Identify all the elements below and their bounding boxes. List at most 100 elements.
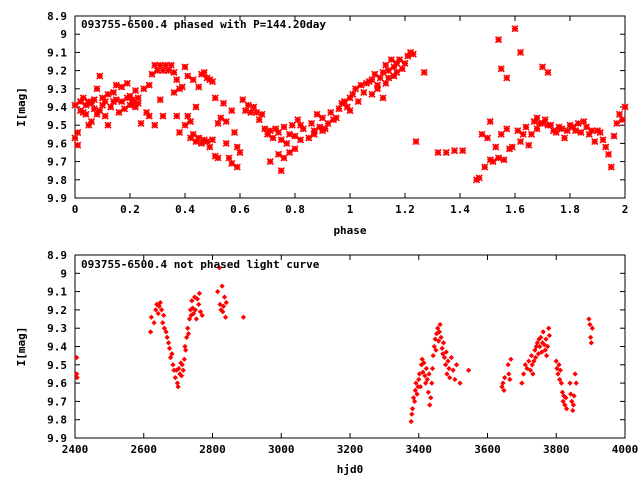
unphased-data-point	[528, 353, 535, 359]
phased-data-point	[351, 85, 360, 93]
phased-data-point	[200, 68, 208, 76]
phased-data-point	[101, 97, 109, 106]
phased-data-point	[563, 127, 571, 135]
phased-data-point	[222, 139, 230, 147]
unphased-data-point	[151, 320, 157, 326]
unphased-chart-title: 093755-6500.4 not phased light curve	[81, 258, 320, 271]
phased-data-point	[420, 68, 428, 76]
unphased-data-point	[529, 362, 535, 368]
unphased-data-point	[425, 389, 431, 395]
unphased-data-point	[532, 347, 538, 353]
phased-data-point	[236, 148, 244, 157]
phased-data-point	[604, 150, 613, 158]
unphased-x-axis-label: hjd0	[337, 463, 364, 476]
unphased-data-point	[453, 362, 460, 368]
phased-data-point	[387, 56, 395, 64]
phased-data-point	[74, 141, 82, 149]
phased-data-point	[602, 143, 610, 151]
phased-data-point	[167, 61, 175, 69]
unphased-data-point	[563, 406, 570, 412]
unphased-x-tick-label: 3000	[268, 443, 295, 456]
phased-data-point	[291, 145, 299, 153]
phased-data-point	[241, 107, 250, 115]
unphased-data-point	[435, 325, 441, 331]
unphased-data-point	[446, 365, 452, 372]
phased-data-point	[164, 67, 173, 75]
phased-data-point	[360, 88, 368, 97]
unphased-data-point	[436, 329, 442, 335]
phased-x-tick-label: 0	[72, 203, 79, 216]
phased-data-point	[500, 156, 508, 164]
phased-x-tick-label: 0.8	[285, 203, 305, 216]
phased-data-point	[588, 127, 596, 135]
unphased-data-point	[148, 314, 154, 320]
phased-data-point	[134, 94, 142, 102]
unphased-data-point	[196, 290, 203, 297]
unphased-data-point	[429, 380, 435, 386]
phased-y-tick-label: 9.5	[47, 119, 67, 132]
phased-data-point	[142, 108, 151, 117]
unphased-y-tick-label: 9.9	[47, 432, 67, 445]
unphased-data-point	[220, 303, 227, 309]
unphased-data-point	[426, 371, 432, 377]
phased-data-point	[118, 83, 126, 91]
phased-data-point	[382, 79, 390, 87]
unphased-data-point	[431, 343, 437, 350]
unphased-y-tick-label: 8.9	[47, 249, 67, 262]
unphased-data-point	[501, 387, 507, 394]
unphased-data-point	[442, 362, 449, 368]
phased-data-point	[401, 59, 409, 67]
phased-data-point	[294, 116, 302, 124]
phased-data-point	[533, 114, 541, 122]
unphased-data-point	[440, 351, 446, 357]
unphased-data-point	[167, 354, 174, 361]
unphased-data-point	[193, 316, 199, 322]
unphased-data-point	[457, 380, 463, 386]
unphased-data-point	[215, 288, 221, 295]
phased-data-point	[390, 72, 398, 80]
phased-data-point	[101, 112, 109, 120]
unphased-data-point	[557, 376, 563, 383]
phased-data-point	[126, 92, 134, 100]
phased-data-point	[307, 119, 316, 127]
phased-data-point	[263, 130, 272, 138]
unphased-data-point	[153, 307, 159, 313]
unphased-data-point	[554, 365, 560, 372]
phased-data-point	[310, 127, 318, 135]
phased-y-tick-label: 9.7	[47, 156, 67, 169]
phased-data-point	[148, 70, 156, 78]
unphased-data-point	[437, 321, 443, 328]
unphased-x-tick-label: 4000	[612, 443, 639, 456]
phased-data-point	[607, 163, 615, 171]
phased-data-point	[186, 117, 195, 126]
phased-data-point	[192, 138, 200, 146]
unphased-data-point	[74, 354, 80, 361]
phased-data-point	[558, 125, 566, 133]
unphased-data-point	[562, 402, 568, 408]
phased-data-point	[206, 143, 214, 151]
unphased-data-point	[186, 316, 193, 322]
unphased-light-curve-panel: hjd0 I[mag] 2400 2600 2800 3000 3200 3400 3600…	[15, 249, 638, 476]
unphased-data-point	[178, 373, 185, 379]
phased-data-point	[533, 125, 541, 133]
phased-data-point	[503, 74, 511, 82]
unphased-data-point	[559, 389, 566, 395]
unphased-data-point	[219, 283, 225, 289]
unphased-data-point	[180, 367, 186, 373]
phased-data-point	[442, 148, 450, 157]
unphased-data-point	[534, 340, 540, 346]
unphased-data-point	[543, 336, 549, 342]
phased-data-point	[112, 96, 120, 104]
unphased-data-point	[221, 294, 228, 300]
phased-data-point	[228, 159, 236, 167]
phased-data-point	[214, 154, 222, 162]
unphased-data-point	[194, 296, 200, 302]
phased-y-tick-label: 9.4	[47, 101, 67, 114]
unphased-data-point	[163, 329, 169, 335]
phased-data-point	[384, 74, 393, 82]
phased-data-point	[272, 125, 280, 133]
phased-data-point	[219, 99, 228, 107]
unphased-data-point	[223, 299, 229, 306]
unphased-data-point	[175, 384, 181, 390]
phased-data-point	[404, 52, 412, 60]
